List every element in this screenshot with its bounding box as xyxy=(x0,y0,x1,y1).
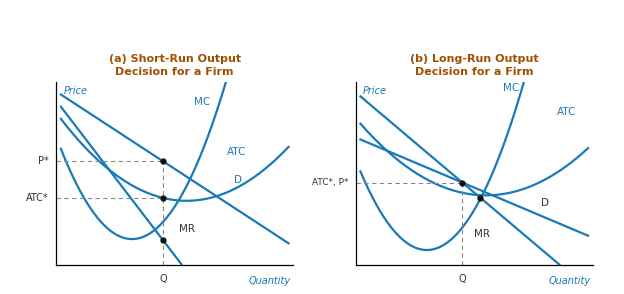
Text: Q: Q xyxy=(459,274,466,284)
Text: Quantity: Quantity xyxy=(548,275,590,285)
Text: ATC*, P*: ATC*, P* xyxy=(312,178,349,187)
Text: Price: Price xyxy=(363,86,387,96)
Text: D: D xyxy=(540,198,548,208)
Text: MC: MC xyxy=(503,83,519,93)
Text: ATC: ATC xyxy=(557,107,577,117)
Text: ATC*: ATC* xyxy=(26,193,49,203)
Text: D: D xyxy=(234,175,242,185)
Text: P*: P* xyxy=(38,156,49,166)
Title: (a) Short-Run Output
Decision for a Firm: (a) Short-Run Output Decision for a Firm xyxy=(109,54,241,77)
Text: Q: Q xyxy=(159,274,167,284)
Text: ATC: ATC xyxy=(227,147,246,157)
Text: Quantity: Quantity xyxy=(249,275,291,285)
Text: Price: Price xyxy=(63,86,87,96)
Text: MR: MR xyxy=(474,229,490,239)
Text: MC: MC xyxy=(193,97,210,107)
Title: (b) Long-Run Output
Decision for a Firm: (b) Long-Run Output Decision for a Firm xyxy=(410,54,539,77)
Text: MR: MR xyxy=(180,224,195,234)
